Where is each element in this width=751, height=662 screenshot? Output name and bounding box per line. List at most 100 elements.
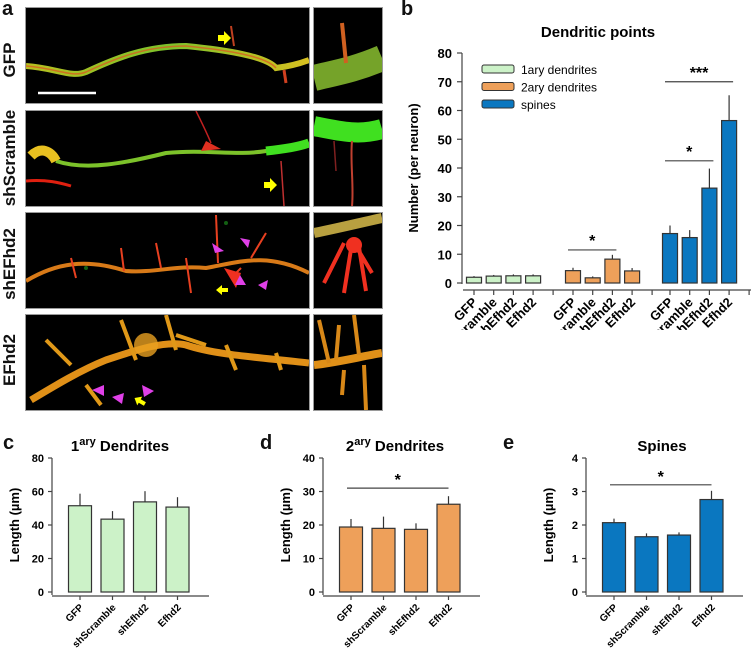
legend-label: spines <box>521 98 556 112</box>
micrograph-efhd2-inset <box>313 314 383 411</box>
row-label-gfp: GFP <box>0 42 19 78</box>
x-tick-label: GFP <box>335 602 358 625</box>
x-tick-label: shEfhd2 <box>386 602 422 638</box>
y-tick-label: 3 <box>572 487 578 499</box>
y-tick-label: 30 <box>438 190 452 205</box>
y-tick-label: 20 <box>438 219 452 234</box>
panel-letter-e: e <box>503 432 515 454</box>
x-tick-label: shEfhd2 <box>115 602 151 638</box>
bar <box>485 275 502 284</box>
bar <box>505 275 522 284</box>
y-tick-label: 4 <box>572 453 579 465</box>
bar <box>525 275 542 284</box>
y-tick-label: 10 <box>303 554 315 566</box>
panel-letter-c: c <box>3 432 15 454</box>
legend-swatch <box>481 64 515 74</box>
x-tick-label: GFP <box>598 602 621 625</box>
legend-label: 1ary dendrites <box>521 63 597 77</box>
y-tick-label: 20 <box>303 520 315 532</box>
bar <box>132 501 158 593</box>
micrograph-shscramble-inset <box>313 110 383 207</box>
bar <box>721 119 738 284</box>
x-tick-label: shEfhd2 <box>649 602 685 638</box>
chart-title-superscript: ary <box>354 436 371 448</box>
legend-label: 2ary dendrites <box>521 81 597 95</box>
x-tick-label: Efhd2 <box>427 602 455 630</box>
magenta-arrowhead-icon <box>142 385 154 397</box>
magenta-arrowhead-icon <box>240 238 250 248</box>
y-tick-label: 0 <box>572 587 578 599</box>
y-tick-label: 70 <box>438 75 452 90</box>
bar <box>371 527 396 593</box>
bar <box>661 232 679 284</box>
bar <box>436 503 461 593</box>
y-tick-label: 30 <box>303 487 315 499</box>
bar <box>601 522 627 593</box>
x-tick-label: GFP <box>64 602 87 625</box>
magenta-arrowhead-icon <box>258 280 268 290</box>
row-label-shefhd2: shEFhd2 <box>0 228 19 300</box>
chart-title-rest: Dendrites <box>371 438 444 455</box>
panel-letter-a: a <box>2 0 14 20</box>
x-tick-label: Efhd2 <box>690 602 718 630</box>
bar <box>701 187 718 284</box>
chart-dendritic-points: Dendritic points Number (per neuron) 0 10 20… <box>406 24 751 330</box>
y-tick-label: 40 <box>303 453 315 465</box>
bar <box>100 518 125 593</box>
significance-label: * <box>658 469 665 486</box>
y-tick-label: 60 <box>438 104 452 119</box>
significance-label: * <box>686 144 693 161</box>
chart-title-base: 1 <box>71 438 79 455</box>
bar <box>403 528 429 593</box>
y-tick-label: 80 <box>32 453 44 465</box>
y-tick-label: 20 <box>32 554 44 566</box>
bar <box>666 534 692 593</box>
yellow-arrow-icon <box>264 178 277 192</box>
micrograph-shefhd2-inset <box>313 212 383 309</box>
significance-label: * <box>395 472 402 489</box>
bar <box>67 505 93 593</box>
chart-title-base: 2 <box>346 438 354 455</box>
chart-title: 2ary Dendrites <box>346 436 444 455</box>
bar <box>634 536 659 593</box>
chart-title: Spines <box>637 438 686 455</box>
row-label-efhd2: EFhd2 <box>0 334 19 386</box>
bar <box>564 270 582 284</box>
micrograph-efhd2 <box>25 314 310 411</box>
panel-letter-d: d <box>260 432 273 454</box>
y-axis-label: Length (µm) <box>541 488 556 563</box>
significance-label: * <box>589 233 596 250</box>
y-tick-label: 80 <box>438 46 452 61</box>
legend-swatch <box>481 99 515 109</box>
significance-label: *** <box>690 65 709 82</box>
bar <box>699 498 724 593</box>
bar <box>681 236 698 284</box>
bar <box>604 258 621 284</box>
magenta-arrowhead-icon <box>92 385 104 396</box>
legend-swatch <box>481 82 515 91</box>
yellow-arrow-icon <box>134 396 146 406</box>
chart-title-base: Spines <box>637 438 686 455</box>
micrograph-shefhd2 <box>25 212 310 309</box>
y-tick-label: 2 <box>572 520 578 532</box>
y-tick-label: 1 <box>572 554 578 566</box>
y-axis-label: Number (per neuron) <box>406 103 421 232</box>
bar <box>584 277 601 284</box>
panel-letter-b: b <box>401 0 414 20</box>
y-tick-label: 40 <box>32 520 44 532</box>
bar <box>165 506 190 593</box>
y-tick-label: 0 <box>445 276 452 291</box>
x-tick-label: Efhd2 <box>156 602 184 630</box>
micrograph-gfp-inset <box>313 7 383 104</box>
y-tick-label: 0 <box>309 587 315 599</box>
yellow-arrow-icon <box>216 285 228 295</box>
chart-title-superscript: ary <box>79 436 96 448</box>
y-tick-label: 60 <box>32 487 44 499</box>
chart-title: Dendritic points <box>541 24 655 41</box>
y-tick-label: 50 <box>438 132 452 147</box>
row-label-shscramble: shScramble <box>0 109 19 207</box>
y-tick-label: 10 <box>438 247 452 262</box>
